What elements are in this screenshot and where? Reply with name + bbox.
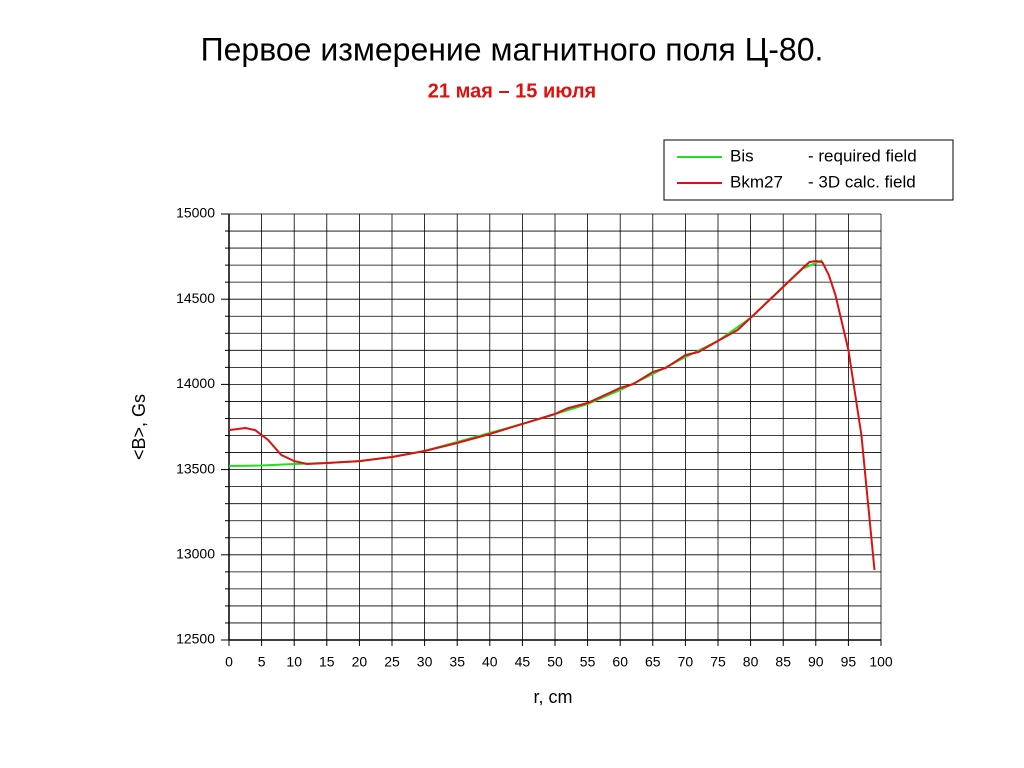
x-tick-label: 30 — [417, 654, 433, 670]
chart-title: Первое измерение магнитного поля Ц-80. — [201, 31, 824, 67]
x-tick-label: 40 — [482, 654, 498, 670]
y-axis-label: <B>, Gs — [129, 394, 149, 460]
y-tick-label: 14500 — [176, 290, 215, 306]
legend-description: - required field — [808, 146, 917, 165]
y-tick-label: 13000 — [176, 546, 215, 562]
data-line — [228, 259, 876, 571]
x-tick-label: 90 — [808, 654, 824, 670]
x-tick-label: 25 — [384, 654, 400, 670]
legend-description: - 3D calc. field — [808, 172, 916, 191]
x-tick-label: 10 — [286, 654, 302, 670]
y-tick-label: 15000 — [176, 205, 215, 221]
x-tick-label: 45 — [515, 654, 531, 670]
x-tick-label: 35 — [449, 654, 465, 670]
x-axis-label: r, cm — [534, 687, 573, 707]
y-tick-label: 12500 — [176, 631, 215, 647]
legend-box — [663, 139, 954, 201]
x-tick-label: 80 — [743, 654, 759, 670]
legend-label: Bis — [730, 146, 754, 165]
x-tick-label: 85 — [775, 654, 791, 670]
x-tick-label: 55 — [580, 654, 596, 670]
x-tick-label: 5 — [258, 654, 266, 670]
x-tick-label: 65 — [645, 654, 661, 670]
legend-label: Bkm27 — [730, 172, 783, 191]
x-tick-label: 50 — [547, 654, 563, 670]
x-tick-label: 15 — [319, 654, 335, 670]
x-tick-label: 75 — [710, 654, 726, 670]
data-line — [228, 259, 823, 467]
x-tick-label: 0 — [225, 654, 233, 670]
y-tick-label: 13500 — [176, 460, 215, 476]
x-tick-label: 60 — [612, 654, 628, 670]
x-tick-label: 95 — [841, 654, 857, 670]
x-tick-label: 100 — [869, 654, 893, 670]
chart-subtitle: 21 мая – 15 июля — [428, 80, 596, 102]
x-tick-label: 70 — [678, 654, 694, 670]
y-tick-label: 14000 — [176, 375, 215, 391]
x-tick-label: 20 — [352, 654, 368, 670]
